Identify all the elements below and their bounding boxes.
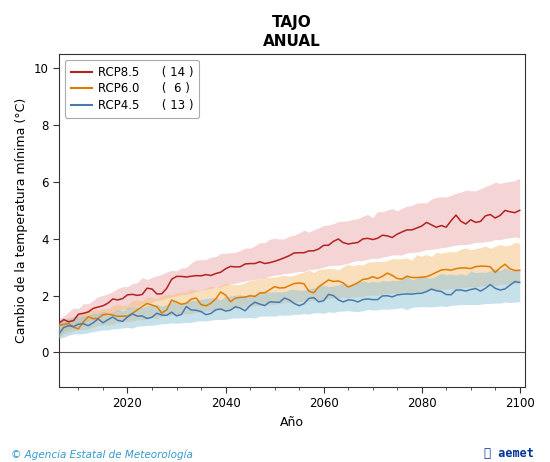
- X-axis label: Año: Año: [280, 415, 304, 429]
- Text: © Agencia Estatal de Meteorología: © Agencia Estatal de Meteorología: [11, 449, 193, 460]
- Text: 🐦 aemet: 🐦 aemet: [483, 447, 534, 460]
- Title: TAJO
ANUAL: TAJO ANUAL: [263, 15, 321, 49]
- Legend: RCP8.5      ( 14 ), RCP6.0      (  6 ), RCP4.5      ( 13 ): RCP8.5 ( 14 ), RCP6.0 ( 6 ), RCP4.5 ( 13…: [65, 60, 199, 118]
- Y-axis label: Cambio de la temperatura mínima (°C): Cambio de la temperatura mínima (°C): [15, 97, 28, 343]
